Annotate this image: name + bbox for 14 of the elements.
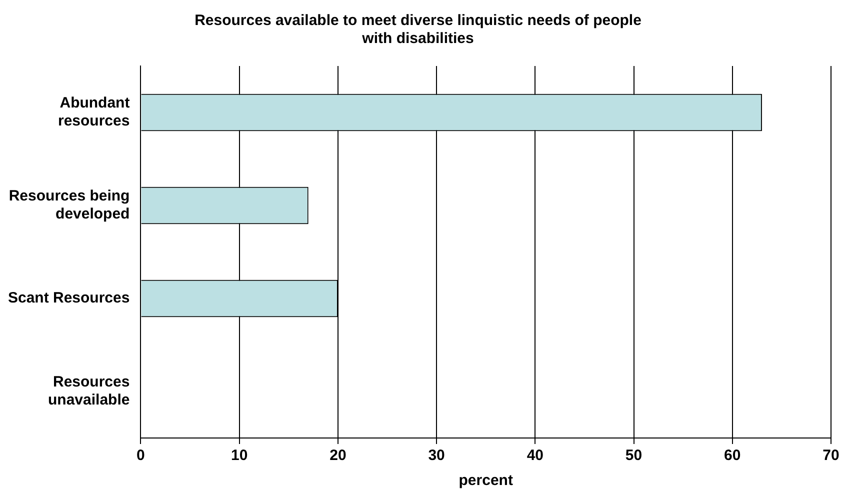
x-tick-label: 50: [625, 447, 642, 464]
x-tick-label: 10: [230, 447, 248, 464]
x-tick-label: 20: [330, 447, 346, 464]
x-tick-label: 0: [136, 447, 145, 464]
x-tick-label: 60: [724, 447, 741, 464]
x-tick-label: 30: [428, 447, 445, 464]
chart-title: Resources available to meet diverse linquistic needs of people with disabilities: [194, 12, 642, 48]
x-tick-label: 70: [822, 447, 840, 464]
y-tick-label: Scant Resources: [8, 290, 130, 307]
y-tick-label: Abundant resources: [58, 94, 130, 130]
x-axis-title: percent: [458, 472, 513, 490]
y-tick-label: Resources unavailable: [48, 374, 130, 409]
y-tick-label: Resources being developed: [8, 188, 130, 223]
x-tick-label: 40: [526, 447, 544, 464]
